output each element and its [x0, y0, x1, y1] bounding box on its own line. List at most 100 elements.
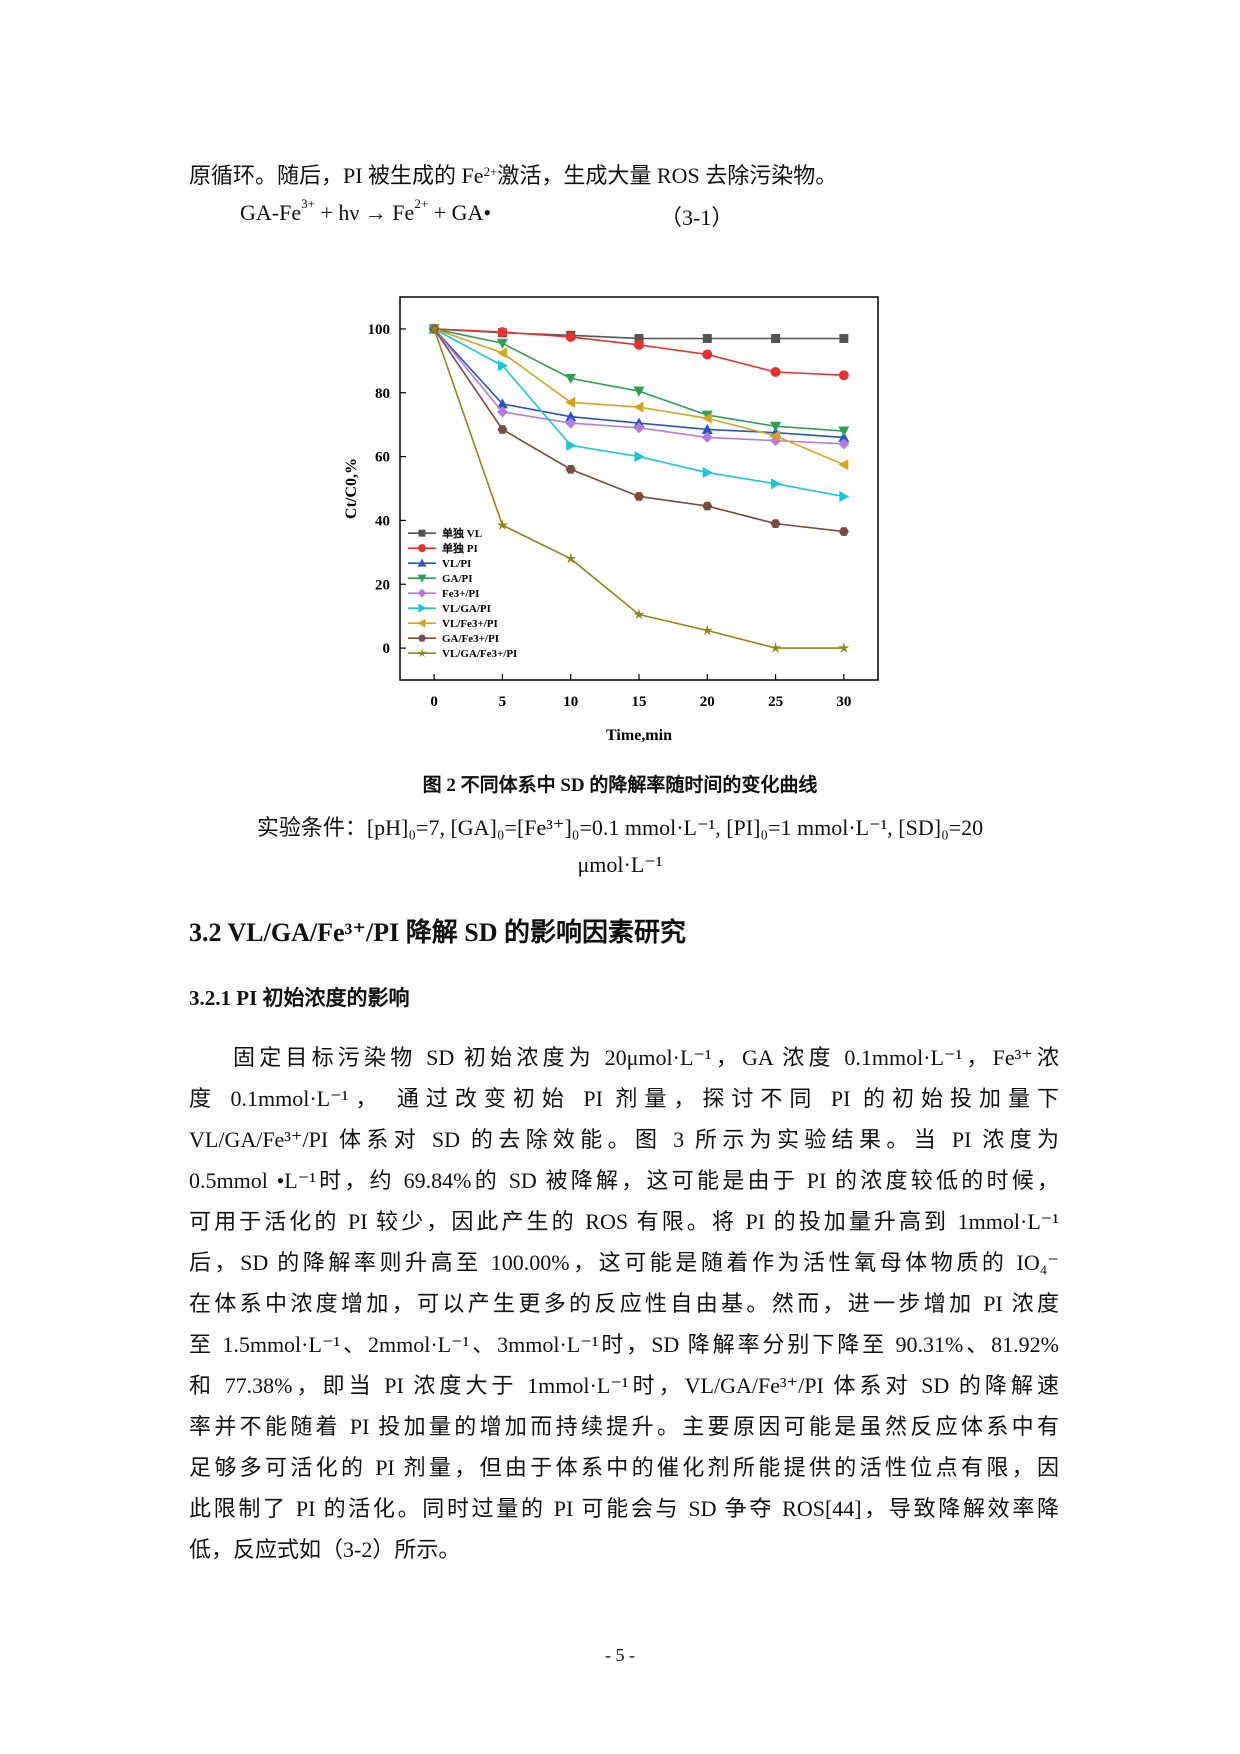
data-point	[496, 338, 508, 349]
data-point	[634, 333, 644, 343]
x-tick-label: 10	[563, 694, 578, 710]
data-point	[701, 423, 713, 434]
data-point	[633, 386, 645, 397]
data-point	[702, 467, 713, 479]
data-point	[634, 451, 645, 463]
data-point	[634, 492, 644, 501]
y-tick-label: 20	[375, 577, 390, 593]
data-point	[701, 412, 712, 424]
data-point	[838, 642, 850, 653]
data-point	[838, 459, 849, 471]
paragraph-line: 至 1.5mmol·L⁻¹、2mmol·L⁻¹、3mmol·L⁻¹时，SD 降解…	[189, 1332, 1059, 1357]
y-tick-label: 0	[383, 641, 391, 657]
y-tick-label: 40	[375, 513, 390, 529]
paragraph-line: 在体系中浓度增加，可以产生更多的反应性自由基。然而，进一步增加 PI 浓度	[189, 1291, 1059, 1316]
paragraph-line: 和 77.38%，即当 PI 浓度大于 1mmol·L⁻¹时，VL/GA/Fe³…	[189, 1373, 1059, 1398]
data-point	[496, 519, 509, 531]
experiment-conditions-line2: μmol·L⁻¹	[577, 852, 663, 877]
data-point	[417, 648, 427, 658]
data-point	[565, 417, 577, 429]
data-point	[633, 401, 644, 413]
legend-label: GA/PI	[442, 573, 473, 585]
x-tick-label: 30	[836, 694, 851, 710]
data-point	[839, 490, 850, 502]
data-point	[702, 333, 712, 343]
data-point	[566, 439, 577, 451]
data-point	[771, 333, 781, 343]
paragraph-line: 度 0.1mmol·L⁻¹， 通过改变初始 PI 剂量，探讨不同 PI 的初始投…	[189, 1086, 1059, 1111]
paragraph-line: 足够多可活化的 PI 剂量，但由于体系中的催化剂所能提供的活性位点有限，因	[189, 1455, 1059, 1480]
data-point	[417, 618, 426, 628]
subsection-heading: 3.2.1 PI 初始浓度的影响	[189, 986, 410, 1010]
x-axis-label: Time,min	[606, 727, 672, 744]
data-point	[496, 406, 508, 418]
data-point	[634, 339, 644, 350]
experiment-conditions-line1: 实验条件：[pH]₀=7, [GA]₀=[Fe³⁺]₀=0.1 mmol·L⁻¹…	[256, 815, 984, 840]
data-point	[838, 426, 850, 437]
data-point	[418, 544, 426, 553]
data-point	[418, 603, 427, 613]
section-heading: 3.2 VL/GA/Fe³⁺/PI 降解 SD 的影响因素研究	[189, 918, 686, 947]
degradation-line-chart: 0 5 10 15 20 25 30 0 20 40 60 80 100 Time,min Ct/C0,% 单…	[343, 296, 879, 744]
data-point	[633, 422, 645, 434]
data-point	[565, 552, 577, 564]
data-point	[838, 438, 850, 450]
legend-label: VL/Fe3+/PI	[442, 618, 498, 630]
data-point	[770, 430, 781, 442]
page-number: - 5 -	[605, 1645, 635, 1665]
x-tick-label: 5	[499, 694, 507, 710]
legend-label: 单独 VL	[442, 526, 482, 540]
data-point	[838, 431, 850, 442]
series-line	[433, 328, 845, 498]
data-point	[702, 349, 713, 360]
data-point	[418, 634, 426, 642]
data-point	[701, 431, 713, 443]
paragraph-line: 此限制了 PI 的活化。同时过量的 PI 可能会与 SD 争夺 ROS[44]，…	[189, 1496, 1059, 1521]
data-point	[769, 642, 782, 653]
y-tick-label: 80	[375, 386, 390, 402]
data-point	[770, 519, 781, 528]
legend-label: VL/GA/PI	[442, 603, 491, 615]
x-tick-label: 0	[430, 694, 438, 710]
data-point	[565, 396, 576, 408]
eq-lhs-sup: 3+	[301, 196, 315, 211]
data-point	[838, 370, 849, 381]
series-line	[433, 328, 844, 649]
paragraph-line: 后，SD 的降解率则升高至 100.00%，这可能是随着作为活性氧母体物质的 I…	[189, 1250, 1059, 1275]
data-point	[428, 322, 440, 334]
intro-text-line: 原循环。随后，PI 被生成的 Fe2+激活，生成大量 ROS 去除污染物。	[189, 158, 837, 194]
paragraph-line: 0.5mmol •L⁻¹时，约 69.84%的 SD 被降解，这可能是由于 PI…	[189, 1168, 1059, 1193]
data-point	[702, 501, 713, 511]
data-point	[417, 574, 427, 583]
data-point	[701, 624, 713, 636]
eq-rhs: + GA•	[428, 200, 492, 225]
legend-label: 单独 PI	[442, 541, 478, 555]
data-point	[839, 333, 849, 343]
data-point	[496, 398, 508, 409]
data-point	[771, 478, 782, 490]
data-point	[565, 373, 577, 384]
y-tick-label: 60	[375, 450, 390, 466]
data-point	[770, 421, 782, 432]
intro-text-a: 原循环。随后，PI 被生成的 Fe	[189, 163, 484, 188]
data-point	[565, 331, 576, 342]
legend-label: Fe3+/PI	[442, 588, 479, 600]
eq-mid: + hν → Fe	[314, 200, 415, 225]
data-point	[417, 588, 427, 598]
data-point	[497, 360, 508, 372]
paragraph-line: VL/GA/Fe³⁺/PI 体系对 SD 的去除效能。图 3 所示为实验结果。当…	[189, 1127, 1059, 1152]
data-point	[497, 425, 508, 434]
x-tick-label: 20	[700, 694, 715, 710]
equation-number: （3-1）	[660, 205, 734, 230]
eq-lhs: GA-Fe	[240, 200, 302, 225]
intro-sup: 2+	[483, 164, 498, 179]
paragraph-line: 率并不能随着 PI 投加量的增加而持续提升。主要原因可能是虽然反应体系中有	[189, 1414, 1059, 1439]
data-point	[633, 608, 645, 620]
equation-3-1: GA-Fe3+ + hν → Fe2+ + GA•	[240, 196, 492, 226]
figure-2: 0 5 10 15 20 25 30 0 20 40 60 80 100 Time,min Ct/C0,% 单…	[320, 285, 880, 750]
legend-label: GA/Fe3+/PI	[442, 633, 499, 645]
paragraph-line: 可用于活化的 PI 较少，因此产生的 ROS 有限。将 PI 的投加量升高到 1…	[189, 1209, 1059, 1234]
intro-text-b: 激活，生成大量 ROS 去除污染物。	[497, 163, 838, 188]
data-point	[770, 367, 781, 378]
body-paragraph: 固定目标污染物 SD 初始浓度为 20μmol·L⁻¹，GA 浓度 0.1mmo…	[189, 1037, 1059, 1570]
